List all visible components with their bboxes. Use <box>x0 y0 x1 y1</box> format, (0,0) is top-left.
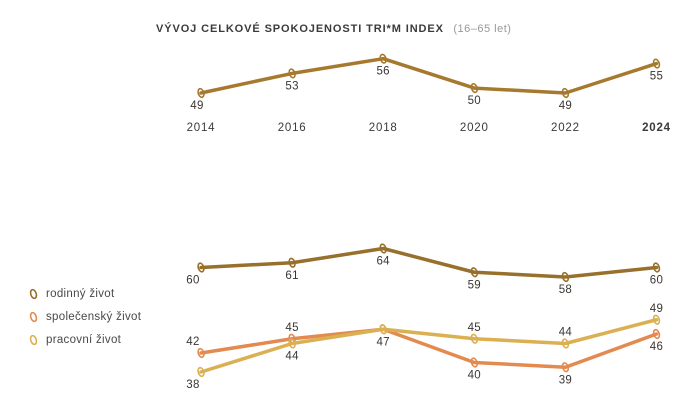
data-point-label-pracovni-zivot: 49 <box>650 303 663 315</box>
data-point-label-spolecensky-zivot: 39 <box>559 374 572 386</box>
ellipse-marker-icon <box>29 311 38 322</box>
trend-line-trim-index <box>199 56 659 95</box>
legend: rodinný život společenský život pracovní… <box>28 282 141 351</box>
data-point-marker-trim-index <box>652 58 661 69</box>
ellipse-marker-icon <box>29 334 38 345</box>
legend-item-pracovni-zivot: pracovní život <box>28 328 141 351</box>
x-tick-label-2016: 2016 <box>278 122 307 134</box>
legend-item-rodinny-zivot: rodinný život <box>28 282 141 305</box>
data-point-marker-pracovni-zivot <box>288 338 296 349</box>
chart-subtitle: (16–65 let) <box>453 23 512 35</box>
data-point-label-trim-index: 53 <box>285 80 298 92</box>
data-point-marker-trim-index <box>288 68 296 79</box>
data-point-marker-trim-index <box>561 87 570 99</box>
data-point-marker-rodinny-zivot <box>288 257 296 268</box>
legend-label: společenský život <box>46 310 142 323</box>
data-point-label-spolecensky-zivot: 40 <box>468 370 481 382</box>
x-tick-label-2020: 2020 <box>460 122 489 134</box>
legend-label: pracovní život <box>46 333 122 346</box>
data-point-marker-trim-index <box>197 87 205 99</box>
data-point-label-pracovni-zivot: 44 <box>285 351 299 363</box>
trend-line-rodinny-zivot <box>199 246 659 279</box>
x-tick-label-2018: 2018 <box>369 122 398 134</box>
data-point-marker-trim-index <box>470 83 479 94</box>
data-point-label-rodinny-zivot: 60 <box>650 275 663 287</box>
data-point-label-rodinny-zivot: 61 <box>285 270 298 282</box>
data-point-marker-trim-index <box>379 53 387 64</box>
data-point-marker-rodinny-zivot <box>379 243 387 254</box>
data-point-label-pracovni-zivot: 38 <box>186 379 199 391</box>
x-tick-label-2022: 2022 <box>551 122 580 134</box>
trend-line-pracovni-zivot <box>199 318 659 374</box>
data-point-label-spolecensky-zivot: 46 <box>650 341 663 353</box>
data-point-label-trim-index: 49 <box>559 100 572 112</box>
trend-line-spolecensky-zivot <box>199 327 659 369</box>
data-point-marker-spolecensky-zivot <box>561 362 570 373</box>
data-point-marker-spolecensky-zivot <box>197 347 205 359</box>
x-tick-label-2014: 2014 <box>187 122 216 134</box>
data-point-label-pracovni-zivot: 44 <box>559 327 573 339</box>
data-point-marker-spolecensky-zivot <box>470 357 479 368</box>
data-point-label-spolecensky-zivot: 45 <box>285 322 298 334</box>
data-point-marker-rodinny-zivot <box>197 262 205 273</box>
legend-item-spolecensky-zivot: společenský život <box>28 305 141 328</box>
data-point-marker-rodinny-zivot <box>652 262 661 273</box>
data-point-marker-pracovni-zivot <box>470 333 479 344</box>
data-point-label-trim-index: 55 <box>650 71 663 83</box>
data-point-label-rodinny-zivot: 58 <box>559 284 572 296</box>
data-point-label-trim-index: 50 <box>468 95 481 107</box>
data-point-label-spolecensky-zivot: 42 <box>186 336 199 348</box>
chart-title-block: VÝVOJ CELKOVÉ SPOKOJENOSTI TRI*M INDEX (… <box>156 19 511 37</box>
data-point-marker-pracovni-zivot <box>379 324 387 335</box>
data-point-marker-rodinny-zivot <box>561 271 570 283</box>
data-point-label-rodinny-zivot: 60 <box>186 275 199 287</box>
data-point-label-trim-index: 56 <box>376 66 389 78</box>
data-point-label-rodinny-zivot: 59 <box>468 279 481 291</box>
data-point-label-rodinny-zivot: 64 <box>376 256 390 268</box>
data-point-marker-rodinny-zivot <box>470 267 479 278</box>
data-point-label-spolecensky-zivot: 47 <box>376 336 389 348</box>
data-point-marker-pracovni-zivot <box>561 338 570 349</box>
legend-label: rodinný život <box>46 287 115 300</box>
data-point-label-trim-index: 49 <box>190 100 203 112</box>
data-point-marker-pracovni-zivot <box>197 366 205 378</box>
x-tick-label-2024: 2024 <box>642 122 671 134</box>
data-point-marker-spolecensky-zivot <box>652 328 661 340</box>
data-point-marker-pracovni-zivot <box>652 314 661 325</box>
ellipse-marker-icon <box>29 288 38 299</box>
chart-title: VÝVOJ CELKOVÉ SPOKOJENOSTI TRI*M INDEX <box>156 23 444 35</box>
data-point-label-pracovni-zivot: 45 <box>468 322 481 334</box>
